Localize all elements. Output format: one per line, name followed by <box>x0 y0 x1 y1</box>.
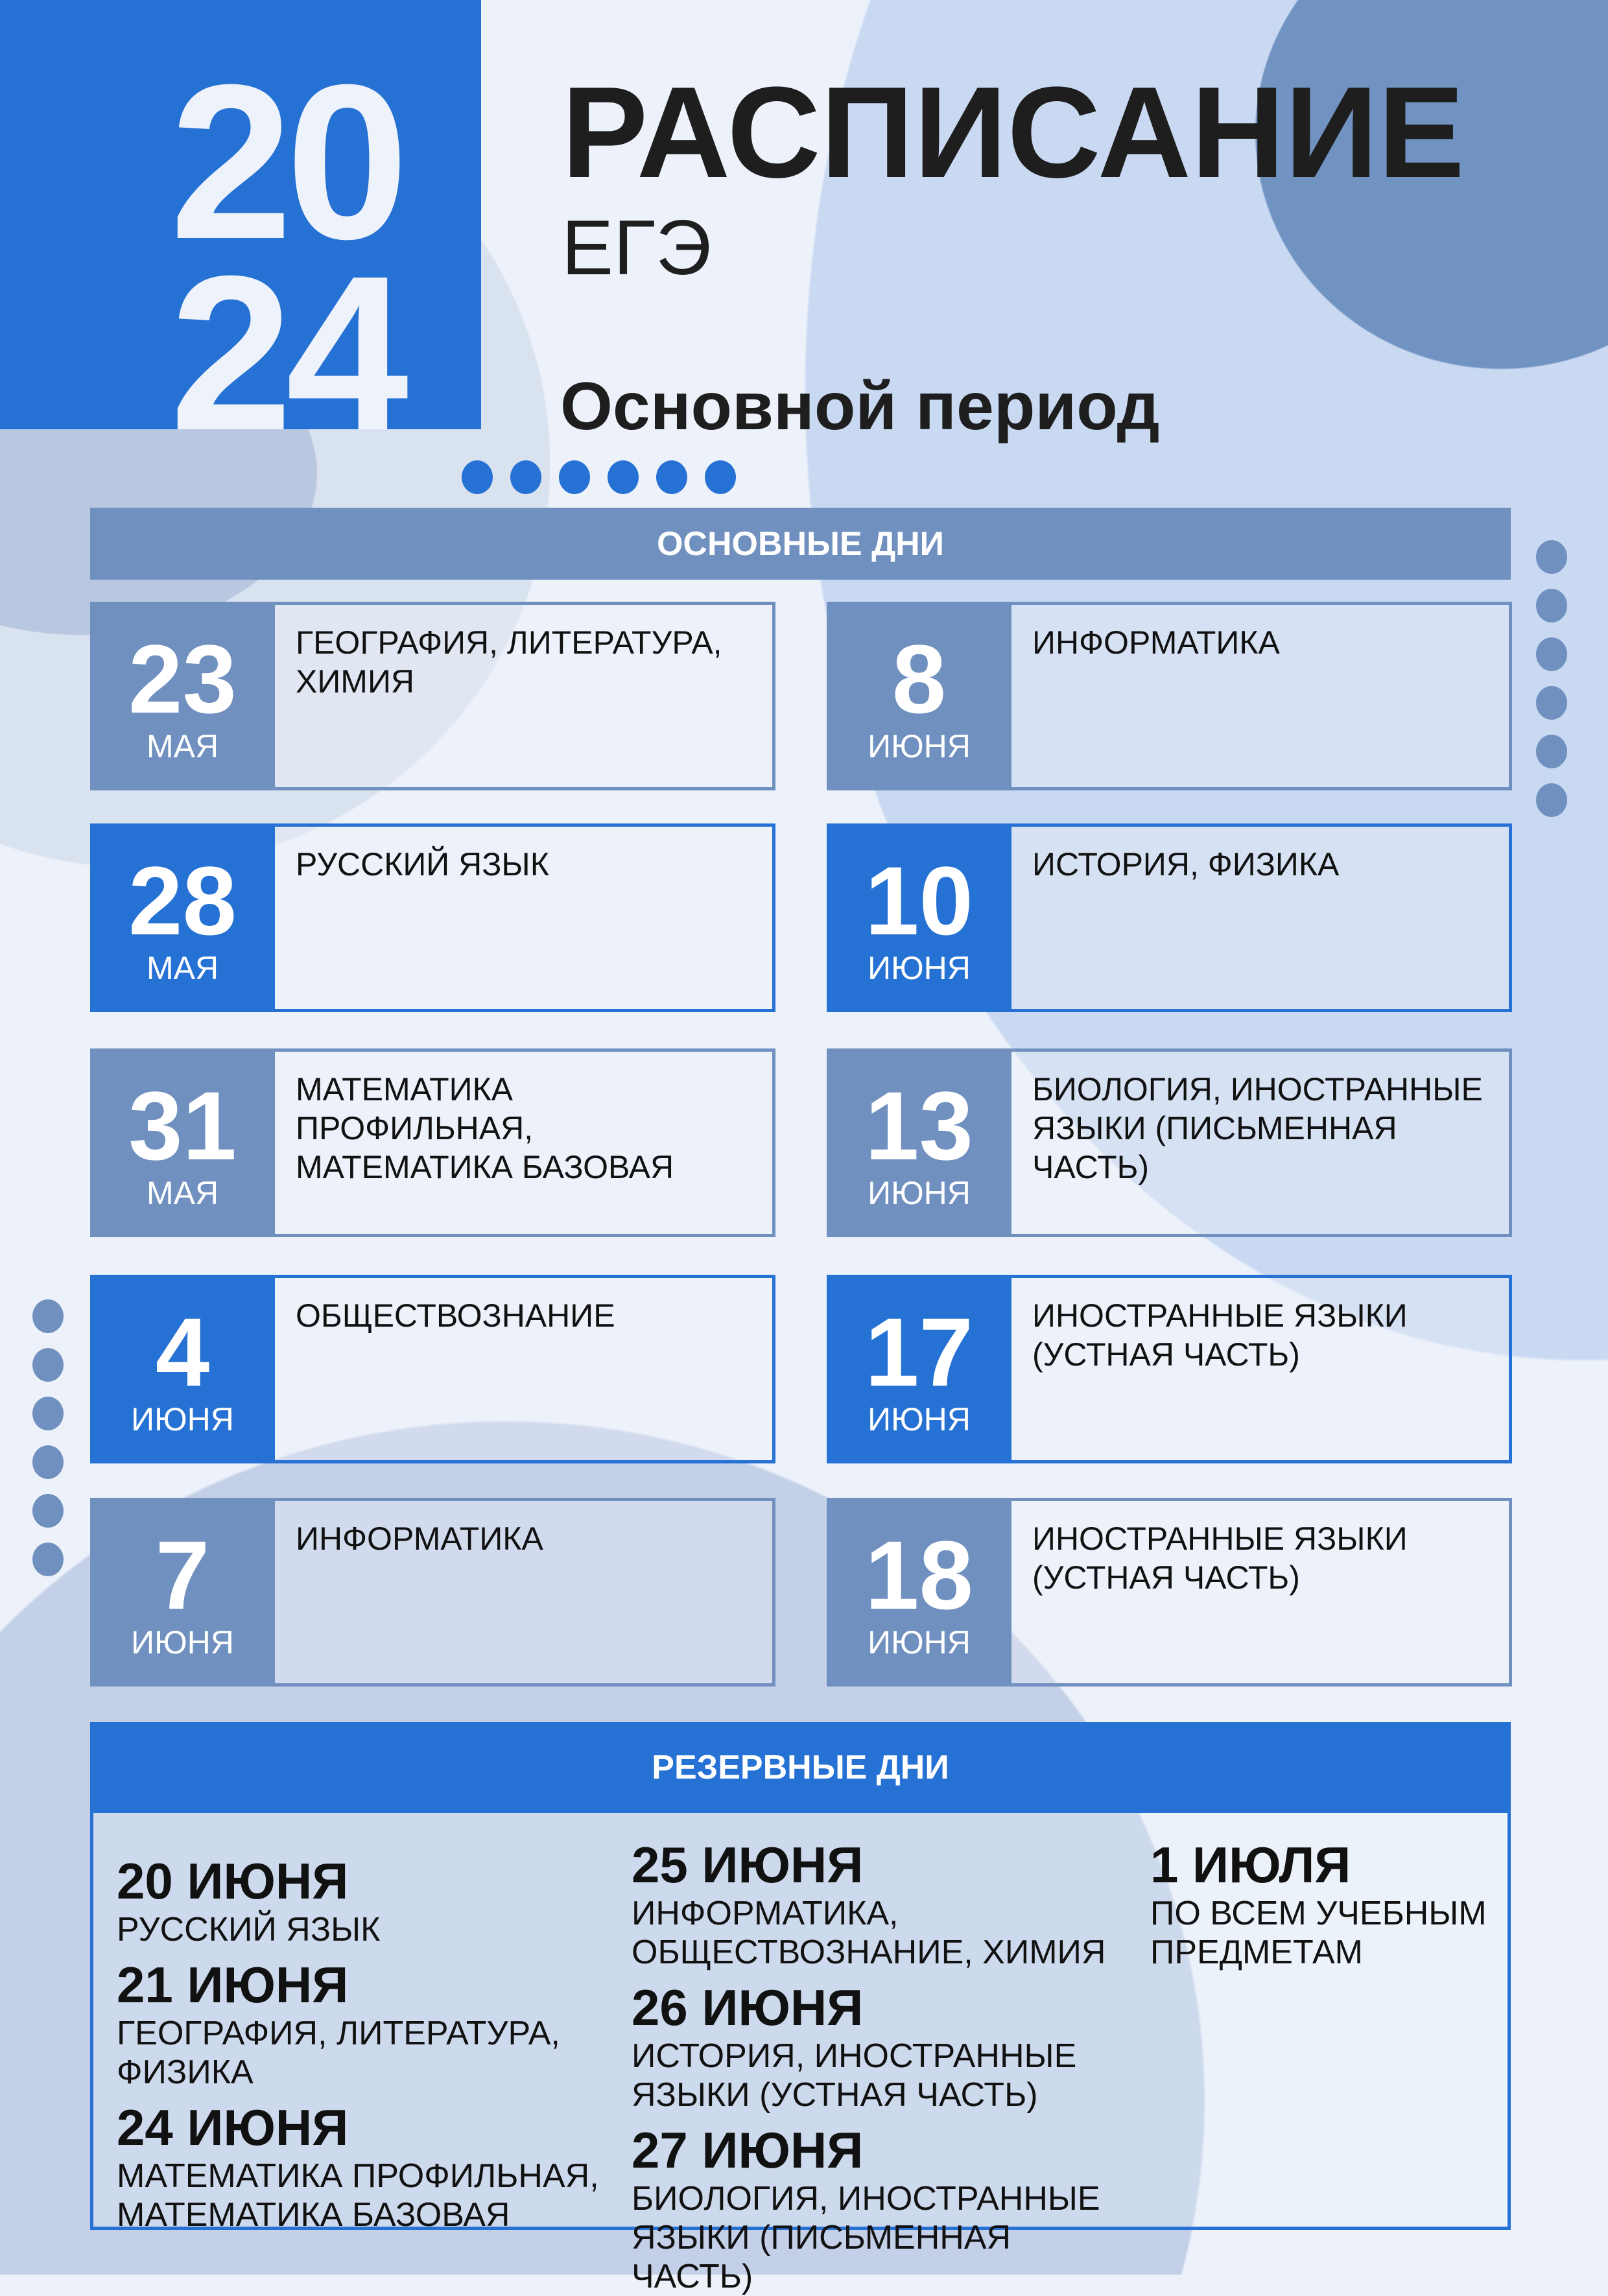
exam-subjects: ОБЩЕСТВОЗНАНИЕ <box>296 1297 615 1334</box>
decorative-dot <box>32 1299 64 1333</box>
reserve-subjects: ИСТОРИЯ, ИНОСТРАННЫЕ ЯЗЫКИ (УСТНАЯ ЧАСТЬ… <box>632 2037 1077 2114</box>
main-days-header: ОСНОВНЫЕ ДНИ <box>90 508 1511 580</box>
date-day: 28 <box>128 846 237 955</box>
date-day: 18 <box>865 1520 973 1629</box>
decorative-dot <box>1536 637 1567 671</box>
date-month: ИЮНЯ <box>131 1624 234 1661</box>
date-day: 7 <box>155 1520 210 1629</box>
exam-day-card: 4 ИЮНЯ ОБЩЕСТВОЗНАНИЕ <box>90 1275 775 1463</box>
reserve-subjects: БИОЛОГИЯ, ИНОСТРАННЫЕ ЯЗЫКИ (ПИСЬМЕННАЯ … <box>632 2180 1100 2295</box>
exam-day-card: 31 МАЯ МАТЕМАТИКА ПРОФИЛЬНАЯ, МАТЕМАТИКА Б… <box>90 1048 775 1237</box>
date-box: 17 ИЮНЯ <box>827 1278 1011 1460</box>
decorative-dot <box>32 1397 64 1430</box>
reserve-column: 25 ИЮНЯ ИНФОРМАТИКА, ОБЩЕСТВОЗНАНИЕ, ХИМИ… <box>632 1829 1137 2296</box>
date-month: МАЯ <box>146 1174 219 1211</box>
exam-subjects: ИСТОРИЯ, ФИЗИКА <box>1032 846 1340 882</box>
year-bottom: 24 <box>170 230 408 477</box>
exam-subjects: ИНФОРМАТИКА <box>296 1521 543 1557</box>
date-day: 10 <box>865 846 973 955</box>
decorative-dot <box>32 1494 64 1528</box>
page-subtitle: ЕГЭ <box>562 204 712 291</box>
decorative-dot <box>1536 686 1567 720</box>
reserve-subjects: ИНФОРМАТИКА, ОБЩЕСТВОЗНАНИЕ, ХИМИЯ <box>632 1895 1106 1971</box>
decorative-dot <box>705 460 736 494</box>
decorative-dot <box>462 460 493 494</box>
reserve-date: 26 ИЮНЯ <box>632 1979 864 2036</box>
date-month: ИЮНЯ <box>868 1401 971 1438</box>
date-month: МАЯ <box>146 728 219 764</box>
exam-day-card: 7 ИЮНЯ ИНФОРМАТИКА <box>90 1498 775 1686</box>
date-month: ИЮНЯ <box>868 1174 971 1211</box>
date-box: 8 ИЮНЯ <box>827 605 1011 787</box>
reserve-date: 21 ИЮНЯ <box>117 1956 349 2013</box>
reserve-date: 20 ИЮНЯ <box>117 1852 349 1910</box>
date-month: ИЮНЯ <box>868 728 971 764</box>
exam-subjects: РУССКИЙ ЯЗЫК <box>296 846 549 882</box>
decorative-dot <box>559 460 590 494</box>
exam-day-card: 28 МАЯ РУССКИЙ ЯЗЫК <box>90 823 775 1012</box>
reserve-days-panel: РЕЗЕРВНЫЕ ДНИ 20 ИЮНЯ РУССКИЙ ЯЗЫК 21 ИЮНЯ… <box>90 1722 1511 2295</box>
reserve-days-header: РЕЗЕРВНЫЕ ДНИ <box>90 1722 1511 1813</box>
reserve-date: 24 ИЮНЯ <box>117 2099 349 2156</box>
exam-subjects: ИНФОРМАТИКА <box>1032 624 1280 661</box>
date-month: ИЮНЯ <box>868 949 971 986</box>
exam-day-card: 17 ИЮНЯ ИНОСТРАННЫЕ ЯЗЫКИ (УСТНАЯ ЧАСТЬ) <box>827 1275 1512 1463</box>
exam-day-card: 18 ИЮНЯ ИНОСТРАННЫЕ ЯЗЫКИ (УСТНАЯ ЧАСТЬ) <box>827 1498 1512 1686</box>
date-month: МАЯ <box>146 949 219 986</box>
decorative-dot <box>656 460 687 494</box>
date-box: 13 ИЮНЯ <box>827 1052 1011 1234</box>
date-box: 28 МАЯ <box>90 827 275 1009</box>
reserve-subjects: МАТЕМАТИКА ПРОФИЛЬНАЯ, МАТЕМАТИКА БАЗОВА… <box>117 2157 599 2234</box>
date-day: 31 <box>128 1071 237 1180</box>
exam-day-card: 23 МАЯ ГЕОГРАФИЯ, ЛИТЕРАТУРА, ХИМИЯ <box>90 602 775 790</box>
date-box: 10 ИЮНЯ <box>827 827 1011 1009</box>
decorative-dot <box>1536 783 1567 817</box>
reserve-date: 25 ИЮНЯ <box>632 1836 864 1893</box>
reserve-date: 1 ИЮЛЯ <box>1150 1836 1351 1893</box>
decorative-dot <box>1536 735 1567 768</box>
decorative-dot <box>32 1348 64 1382</box>
date-month: ИЮНЯ <box>131 1401 234 1438</box>
date-day: 23 <box>128 624 237 733</box>
decorative-dot <box>510 460 541 494</box>
date-day: 4 <box>155 1297 210 1406</box>
date-box: 7 ИЮНЯ <box>90 1501 275 1683</box>
year-top: 20 <box>170 39 408 285</box>
exam-subjects: ИНОСТРАННЫЕ ЯЗЫКИ (УСТНАЯ ЧАСТЬ) <box>1032 1521 1408 1596</box>
exam-subjects: ГЕОГРАФИЯ, ЛИТЕРАТУРА, ХИМИЯ <box>296 624 722 700</box>
date-box: 4 ИЮНЯ <box>90 1278 275 1460</box>
date-day: 17 <box>865 1297 973 1406</box>
date-day: 8 <box>892 624 947 733</box>
reserve-subjects: ГЕОГРАФИЯ, ЛИТЕРАТУРА, ФИЗИКА <box>117 2015 560 2091</box>
reserve-column: 20 ИЮНЯ РУССКИЙ ЯЗЫК 21 ИЮНЯ ГЕОГРАФИЯ, ЛИТ… <box>117 1845 622 2234</box>
page-title: РАСПИСАНИЕ <box>562 60 1465 205</box>
exam-subjects: ИНОСТРАННЫЕ ЯЗЫКИ (УСТНАЯ ЧАСТЬ) <box>1032 1297 1408 1373</box>
reserve-column: 1 ИЮЛЯ ПО ВСЕМ УЧЕБНЫМ ПРЕДМЕТАМ <box>1150 1829 1487 1972</box>
exam-day-card: 8 ИЮНЯ ИНФОРМАТИКА <box>827 602 1512 790</box>
reserve-subjects: РУССКИЙ ЯЗЫК <box>117 1911 381 1948</box>
period-heading: Основной период <box>560 369 1160 444</box>
date-day: 13 <box>865 1071 973 1180</box>
exam-subjects: БИОЛОГИЯ, ИНОСТРАННЫЕ ЯЗЫКИ (ПИСЬМЕННАЯ … <box>1032 1071 1483 1185</box>
decorative-dot <box>1536 540 1567 574</box>
reserve-subjects: ПО ВСЕМ УЧЕБНЫМ ПРЕДМЕТАМ <box>1150 1895 1487 1971</box>
exam-day-card: 13 ИЮНЯ БИОЛОГИЯ, ИНОСТРАННЫЕ ЯЗЫКИ (ПИСЬМ… <box>827 1048 1512 1237</box>
decorative-dot <box>1536 589 1567 622</box>
exam-day-card: 10 ИЮНЯ ИСТОРИЯ, ФИЗИКА <box>827 823 1512 1012</box>
reserve-date: 27 ИЮНЯ <box>632 2122 864 2179</box>
decorative-dot <box>608 460 639 494</box>
date-box: 23 МАЯ <box>90 605 275 787</box>
year-block <box>0 0 481 429</box>
exam-subjects: МАТЕМАТИКА ПРОФИЛЬНАЯ, МАТЕМАТИКА БАЗОВА… <box>296 1071 674 1185</box>
date-month: ИЮНЯ <box>868 1624 971 1661</box>
decorative-dot <box>32 1445 64 1479</box>
date-box: 18 ИЮНЯ <box>827 1501 1011 1683</box>
date-box: 31 МАЯ <box>90 1052 275 1234</box>
decorative-dot <box>32 1543 64 1576</box>
